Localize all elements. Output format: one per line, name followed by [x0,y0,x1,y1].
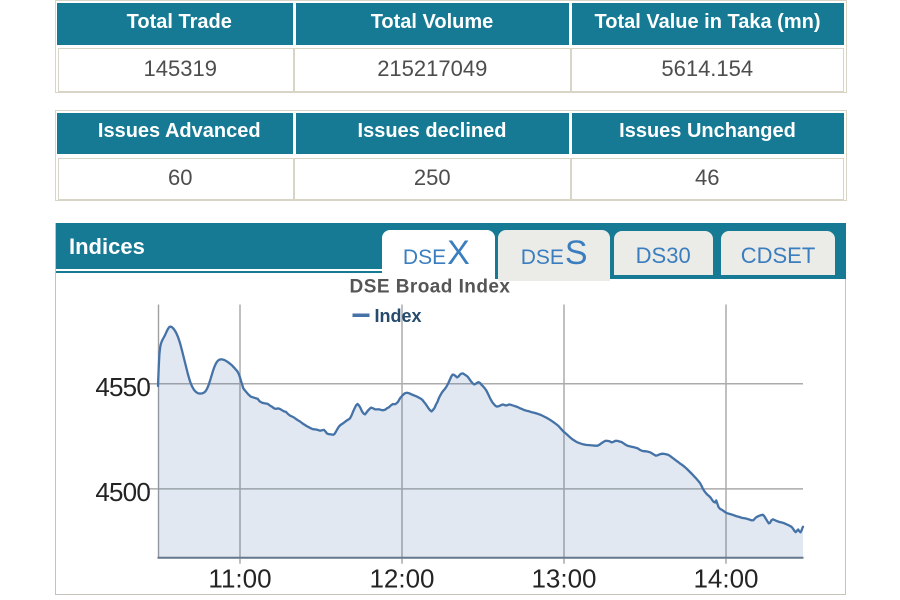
svg-text:4500: 4500 [95,477,150,507]
svg-text:Index: Index [375,306,422,326]
svg-text:DSE Broad Index: DSE Broad Index [350,277,511,298]
svg-text:12:00: 12:00 [369,564,434,594]
svg-text:11:00: 11:00 [208,564,271,594]
svg-text:14:00: 14:00 [693,564,758,594]
svg-text:13:00: 13:00 [531,564,596,594]
svg-text:4550: 4550 [95,372,150,402]
